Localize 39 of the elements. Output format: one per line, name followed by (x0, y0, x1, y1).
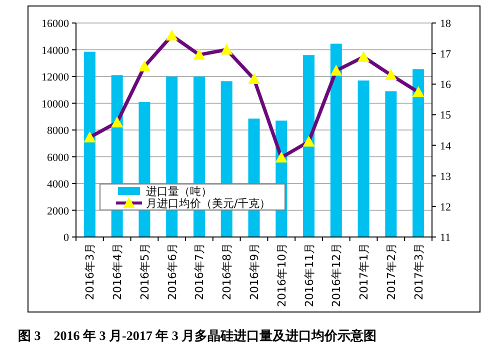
y2-tick-label: 15 (440, 110, 452, 122)
y-tick-label: 6000 (47, 152, 70, 164)
y-tick-label: 10000 (42, 98, 70, 110)
y-tick-label: 4000 (47, 178, 70, 190)
x-tick-label: 2016年7月 (193, 243, 206, 300)
x-tick-label: 2016年10月 (275, 243, 288, 307)
y-tick-label: 14000 (42, 44, 70, 57)
y2-tick-label: 11 (440, 232, 451, 244)
y2-tick-label: 13 (440, 170, 452, 183)
x-tick-label: 2016年8月 (220, 243, 234, 300)
bar (330, 44, 342, 237)
x-tick-label: 2017年1月 (358, 243, 371, 300)
x-tick-label: 2016年3月 (84, 243, 97, 300)
text: 图 3 2016 年 3 月-2017 年 3 月多晶硅进口量及进口均价示意图 (18, 328, 377, 343)
x-tick-label: 2016年12月 (330, 243, 344, 307)
y2-tick-label: 14 (440, 140, 452, 152)
y-tick-label: 0 (64, 232, 70, 244)
bar (358, 80, 370, 237)
y-tick-label: 16000 (42, 18, 70, 30)
bar (385, 91, 397, 237)
y-tick-label: 12000 (42, 72, 70, 84)
bar (84, 52, 96, 237)
y2-tick-label: 12 (440, 201, 451, 214)
x-tick-label: 2016年4月 (111, 243, 124, 300)
x-tick-label: 2016年11月 (302, 243, 316, 307)
bar (303, 55, 315, 237)
legend-label: 进口量（吨） (146, 185, 212, 198)
x-tick-label: 2017年2月 (384, 243, 398, 300)
y2-tick-label: 17 (440, 48, 452, 61)
y-tick-label: 8000 (47, 125, 70, 137)
x-tick-label: 2016年6月 (166, 243, 179, 300)
x-tick-label: 2016年5月 (138, 243, 152, 300)
legend-label: 月进口均价（美元/千克） (146, 197, 271, 210)
bar (412, 69, 424, 237)
x-tick-label: 2016年9月 (248, 243, 261, 300)
x-tick-label: 2017年3月 (412, 243, 426, 300)
y2-tick-label: 18 (440, 18, 452, 30)
y2-tick-label: 16 (440, 79, 452, 92)
y-tick-label: 2000 (47, 205, 70, 218)
